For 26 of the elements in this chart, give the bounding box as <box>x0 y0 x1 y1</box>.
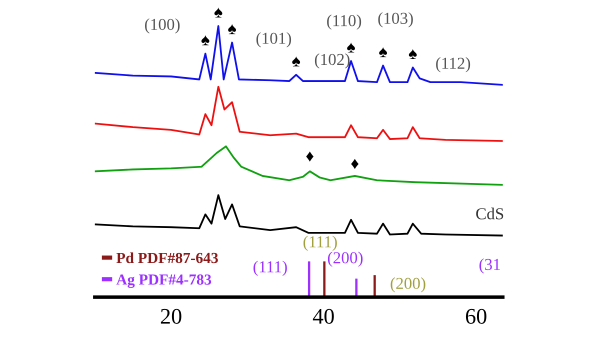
annotation: (111) <box>303 236 337 251</box>
annotation: (110) <box>327 14 362 30</box>
annotation: (111) <box>254 260 287 276</box>
annotation: ♦ <box>306 151 314 162</box>
annotation: ♠ <box>347 42 355 53</box>
x-tick-label: 40 <box>312 308 334 324</box>
legend-label: Ag PDF#4-783 <box>116 274 212 288</box>
annotation: ♠ <box>379 47 388 58</box>
annotation: (103) <box>378 12 413 28</box>
annotation: ♦ <box>351 158 359 170</box>
x-tick-label: 20 <box>160 308 182 324</box>
x-tick-label: 60 <box>466 308 486 324</box>
annotation: ♠ <box>292 56 300 66</box>
annotation: (200) <box>328 252 363 267</box>
annotation: (31 <box>479 258 500 274</box>
annotation: CdS <box>476 208 504 220</box>
annotation: (101) <box>256 32 292 48</box>
annotation: ♠ <box>228 24 236 34</box>
annotation: (102) <box>314 53 350 68</box>
legend-label: Pd PDF#87-643 <box>116 252 218 264</box>
annotation: ♠ <box>201 35 210 46</box>
annotation: (100) <box>145 18 180 34</box>
annotation: ♠ <box>214 8 222 18</box>
annotation: ♠ <box>408 48 417 60</box>
annotation: (200) <box>390 277 426 292</box>
annotation: (112) <box>436 57 470 72</box>
